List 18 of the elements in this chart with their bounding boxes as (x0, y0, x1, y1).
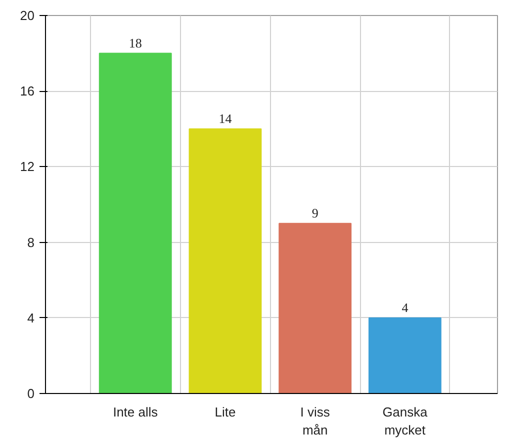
data-label: 9 (312, 205, 318, 220)
data-label: 18 (128, 35, 142, 50)
x-tick-label: I viss mån (300, 404, 330, 438)
bar (278, 222, 352, 394)
data-label: 14 (218, 110, 232, 126)
x-tick-label: Lite (214, 404, 236, 420)
y-tick-label: 16 (20, 84, 35, 99)
y-tick-label: 12 (20, 159, 35, 174)
y-tick-label: 0 (27, 386, 35, 401)
bar (368, 317, 442, 394)
bar (188, 128, 262, 394)
data-label: 4 (402, 300, 409, 315)
y-tick-label: 8 (27, 234, 35, 250)
x-tick-label: Inte alls (112, 404, 158, 420)
bar (98, 52, 172, 394)
y-tick-label: 20 (20, 8, 35, 23)
y-tick-label: 4 (27, 310, 35, 326)
x-tick-label: Ganska mycket (382, 404, 428, 438)
